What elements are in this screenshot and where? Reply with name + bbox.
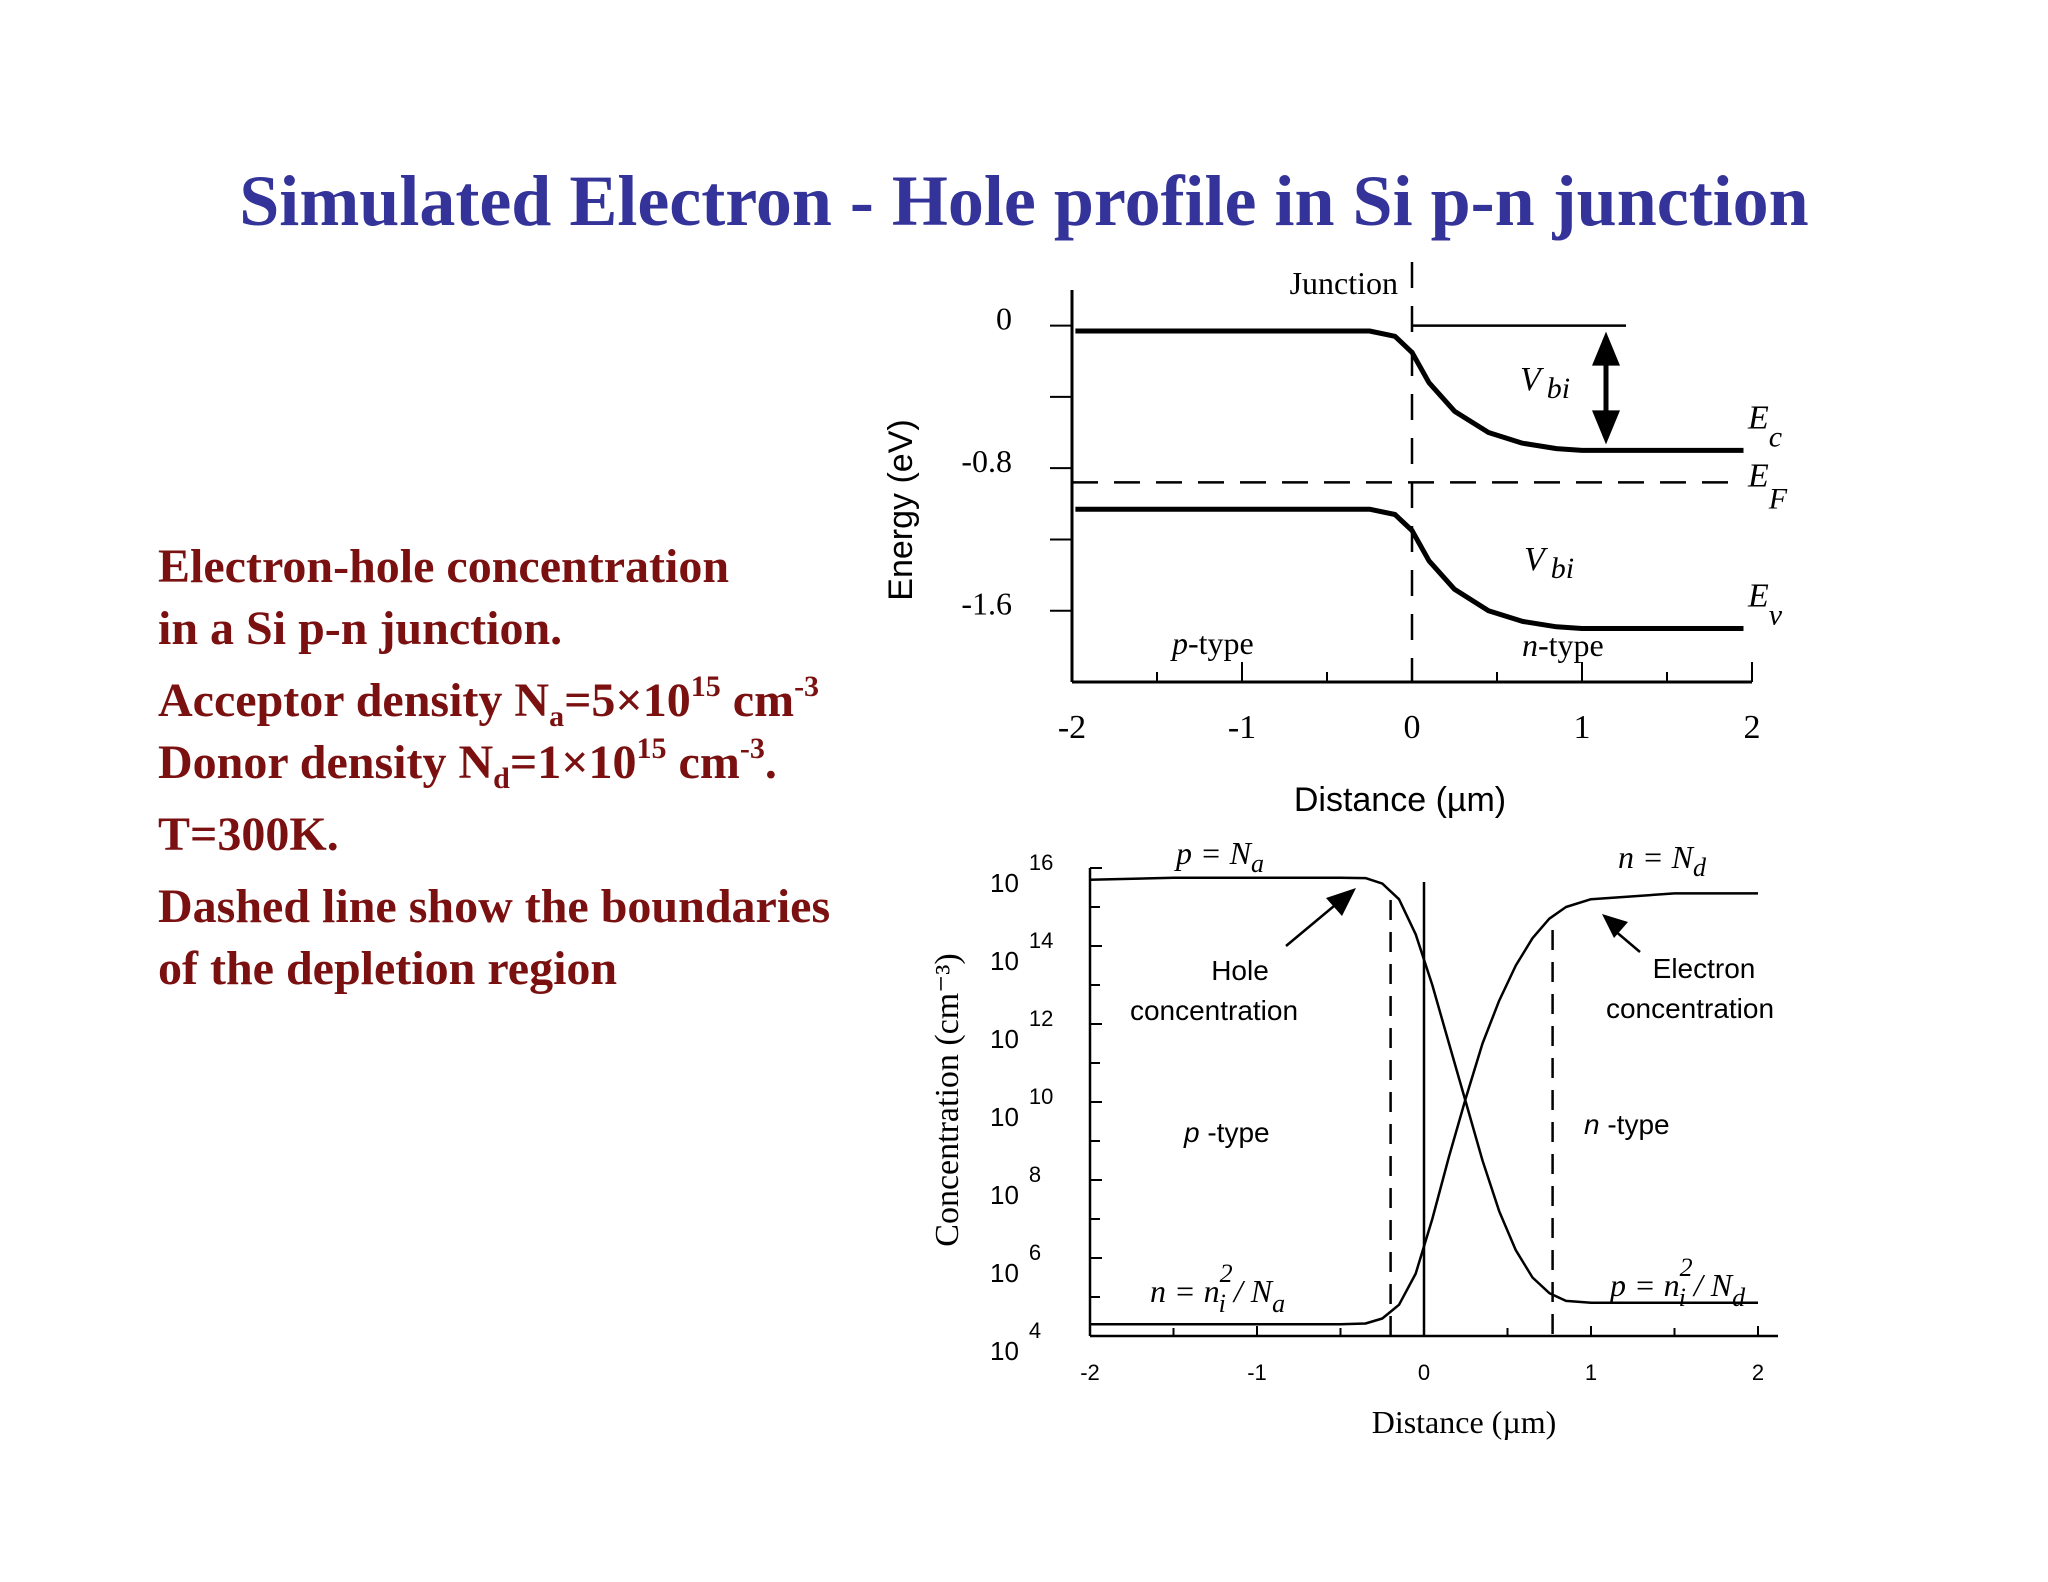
hole-annotation-arrow — [1285, 905, 1335, 947]
donor-density: Donor density Nd=1×1015 cm-3. — [158, 732, 777, 795]
electron-annotation-arrow — [1613, 929, 1641, 953]
vbi-arrow-head-up — [1592, 331, 1620, 366]
x-tick-label: 1 — [1574, 709, 1591, 746]
x-axis-label: Distance (µm) — [1294, 781, 1506, 819]
hole-annotation-arrowhead — [1326, 888, 1356, 916]
x-tick-label: -2 — [1058, 709, 1086, 746]
notes-dashed: Dashed line show the boundaries of the d… — [158, 880, 831, 995]
y-axis-label: Energy (eV) — [882, 419, 920, 600]
junction-label: Junction — [1290, 265, 1398, 301]
y-tick-label: -1.6 — [961, 586, 1012, 622]
x-tick-label: 1 — [1585, 1360, 1597, 1385]
region-label-n-type: n -type — [1584, 1109, 1670, 1140]
y-tick-label: 0 — [996, 301, 1012, 337]
y-tick-label: -0.8 — [961, 443, 1012, 479]
y-tick-label: 1010 — [990, 1084, 1053, 1132]
notes-line-2: in a Si p-n junction. — [158, 602, 563, 655]
x-tick-label: 0 — [1404, 709, 1421, 746]
electron-annotation-arrowhead — [1602, 914, 1628, 938]
hole-concentration-curve — [1089, 876, 1758, 1305]
x-tick-label: 0 — [1418, 1360, 1430, 1385]
y-tick-label: 104 — [990, 1318, 1041, 1366]
conduction-band-label: Ec — [1747, 399, 1782, 453]
x-axis-label: Distance (µm) — [1372, 1404, 1557, 1440]
y-tick-label: 1016 — [990, 850, 1053, 898]
region-label-p-type: p -type — [1183, 1117, 1270, 1148]
y-tick-label: 108 — [990, 1162, 1041, 1210]
electron-concentration-curve — [1090, 892, 1758, 1326]
y-axis-label: Concentration (cm⁻³) — [929, 953, 966, 1246]
x-tick-label: -1 — [1247, 1360, 1267, 1385]
notes-temperature: T=300K. — [158, 808, 339, 861]
description-notes: Electron-hole concentration in a Si p-n … — [158, 536, 918, 1010]
valence-band-curve — [1075, 506, 1744, 631]
label-n-equals-nd: n = Nd — [1618, 839, 1707, 882]
region-label-p-type: p-type — [1170, 625, 1254, 661]
y-tick-label: 106 — [990, 1240, 1041, 1288]
acceptor-density: Acceptor density Na=5×1015 cm-3 — [158, 670, 820, 733]
hole-annotation-line-2: concentration — [1130, 995, 1298, 1026]
notes-densities: Acceptor density Na=5×1015 cm-3 Donor de… — [158, 670, 918, 794]
x-tick-label: 2 — [1744, 709, 1761, 746]
y-tick-label: 1014 — [990, 928, 1053, 976]
electron-annotation-line-2: concentration — [1606, 993, 1774, 1024]
region-label-n-type: n-type — [1522, 627, 1604, 663]
x-tick-label: -2 — [1080, 1360, 1100, 1385]
notes-line-1: Electron-hole concentration — [158, 540, 730, 593]
label-p-equals-na: p = Na — [1174, 835, 1264, 878]
electron-annotation-line-1: Electron — [1653, 953, 1756, 984]
valence-band-label: Ev — [1747, 578, 1783, 632]
x-tick-label: -1 — [1228, 709, 1256, 746]
label-n-minority: n = n2 i / Na — [1150, 1259, 1285, 1318]
x-tick-label: 2 — [1752, 1360, 1764, 1385]
y-tick-label: 1012 — [990, 1006, 1053, 1054]
vbi-arrow-head-down — [1592, 410, 1620, 445]
hole-annotation-line-1: Hole — [1211, 955, 1269, 986]
fermi-level-label: EF — [1747, 457, 1788, 515]
label-p-minority: p = n2 i / Nd — [1608, 1253, 1746, 1312]
notes-intro: Electron-hole concentration in a Si p-n … — [158, 536, 918, 660]
conduction-band-curve — [1075, 328, 1744, 453]
page-title: Simulated Electron - Hole profile in Si … — [239, 161, 1809, 241]
